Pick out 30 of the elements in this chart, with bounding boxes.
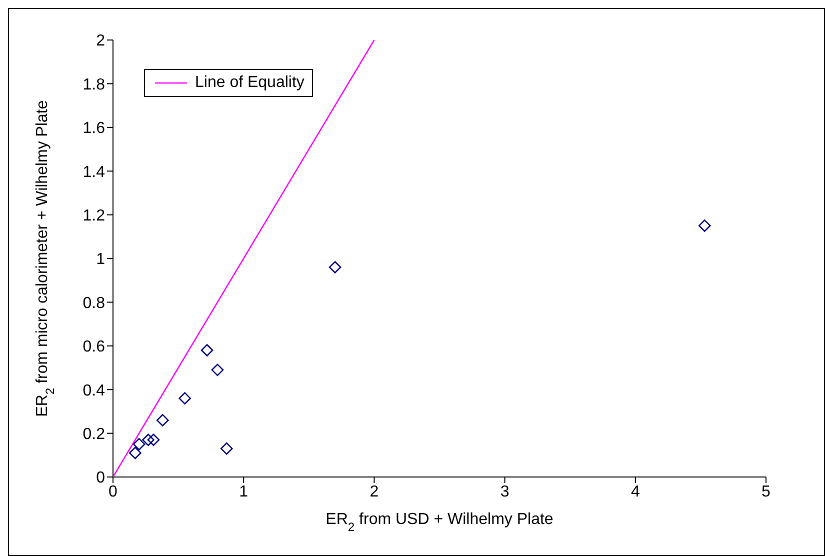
y-tick-label: 2 — [96, 32, 106, 50]
x-tick-label: 0 — [108, 483, 118, 500]
point — [200, 344, 214, 356]
point — [132, 438, 146, 450]
legend-label: Line of Equality — [195, 74, 304, 92]
point — [156, 414, 169, 426]
point — [698, 220, 711, 232]
x-tick-label: 2 — [370, 483, 379, 500]
point — [142, 434, 154, 446]
x-tick-label: 3 — [500, 483, 510, 500]
point — [178, 392, 191, 404]
y-tick-label: 1.2 — [82, 207, 106, 224]
x-tick-label: 4 — [630, 483, 640, 500]
y-tick-label: 0.2 — [82, 426, 106, 443]
y-tick-label: 1.8 — [82, 76, 106, 94]
point — [220, 442, 233, 455]
point — [129, 446, 142, 460]
y-tick-label: 0.6 — [82, 338, 106, 356]
point — [328, 261, 342, 274]
x-tick-label: 5 — [762, 483, 771, 500]
y-tick-label: 1 — [96, 251, 106, 268]
point — [147, 434, 160, 446]
y-tick-label: 0 — [96, 470, 106, 487]
y-tick-label: 1.6 — [82, 120, 106, 138]
point — [211, 364, 224, 376]
y-tick-label: 0.8 — [82, 294, 106, 312]
y-tick-label: 1.4 — [82, 164, 106, 181]
y-tick-label: 0.4 — [82, 382, 106, 400]
x-axis-title: ER$_{2}$ from USD + Wilhelmy Plate — [326, 511, 554, 534]
x-tick-label: 1 — [239, 483, 248, 500]
